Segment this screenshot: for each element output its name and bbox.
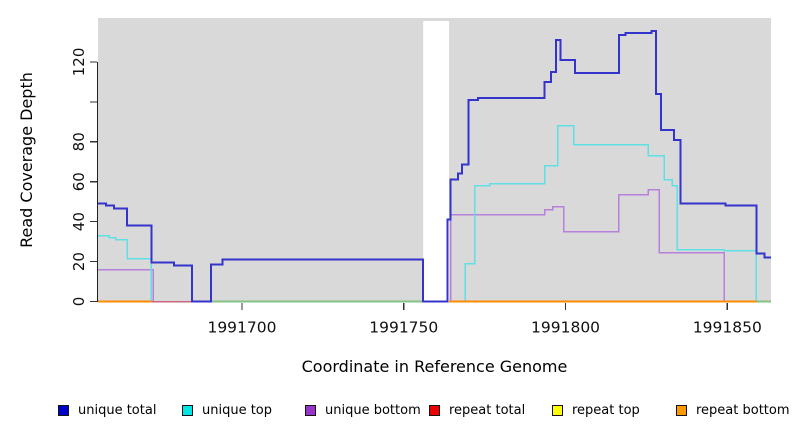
legend-swatch-repeat-bottom: [676, 404, 687, 416]
y-tick-label: 120: [70, 48, 88, 77]
coverage-plot-canvas: 0 20 40 60 80 120 1991700 1991750 1991800 1991850: [70, 18, 771, 337]
y-tick-label: 20: [70, 252, 88, 271]
x-axis-title: Coordinate in Reference Genome: [301, 357, 568, 376]
legend-swatch-repeat-total: [429, 404, 440, 416]
y-tick-label: 40: [70, 212, 88, 231]
x-tick-label: 1991700: [207, 319, 276, 337]
legend-item-unique-bottom: unique bottom: [305, 400, 421, 420]
legend-label: unique bottom: [325, 402, 421, 418]
series-line-unique-total: [98, 30, 771, 303]
x-tick-label: 1991850: [693, 319, 762, 337]
y-axis-title: Read Coverage Depth: [17, 72, 36, 248]
series-line-unique-top: [98, 125, 771, 303]
masked-gap-region: [423, 21, 450, 302]
x-tick-label: 1991800: [531, 319, 600, 337]
y-tick-label: 60: [70, 172, 88, 191]
legend-label: unique total: [78, 402, 157, 418]
y-tick-label: 80: [70, 132, 88, 151]
legend-label: repeat top: [572, 402, 640, 418]
legend-swatch-unique-total: [58, 404, 69, 416]
series-line-unique-bottom: [98, 188, 771, 303]
legend-swatch-unique-top: [182, 404, 193, 416]
legend-item-unique-total: unique total: [58, 400, 156, 420]
y-tick-label: 0: [70, 297, 88, 307]
legend-label: repeat total: [449, 402, 526, 418]
legend: unique total unique top unique bottom repea…: [0, 400, 792, 422]
x-tick-label: 1991750: [369, 319, 438, 337]
legend-item-repeat-top: repeat top: [552, 400, 640, 420]
legend-label: unique top: [202, 402, 273, 418]
legend-swatch-repeat-top: [552, 404, 563, 416]
legend-item-repeat-bottom: repeat bottom: [676, 400, 790, 420]
legend-item-unique-top: unique top: [182, 400, 272, 420]
legend-label: repeat bottom: [696, 402, 790, 418]
legend-item-repeat-total: repeat total: [429, 400, 525, 420]
legend-swatch-unique-bottom: [305, 404, 316, 416]
